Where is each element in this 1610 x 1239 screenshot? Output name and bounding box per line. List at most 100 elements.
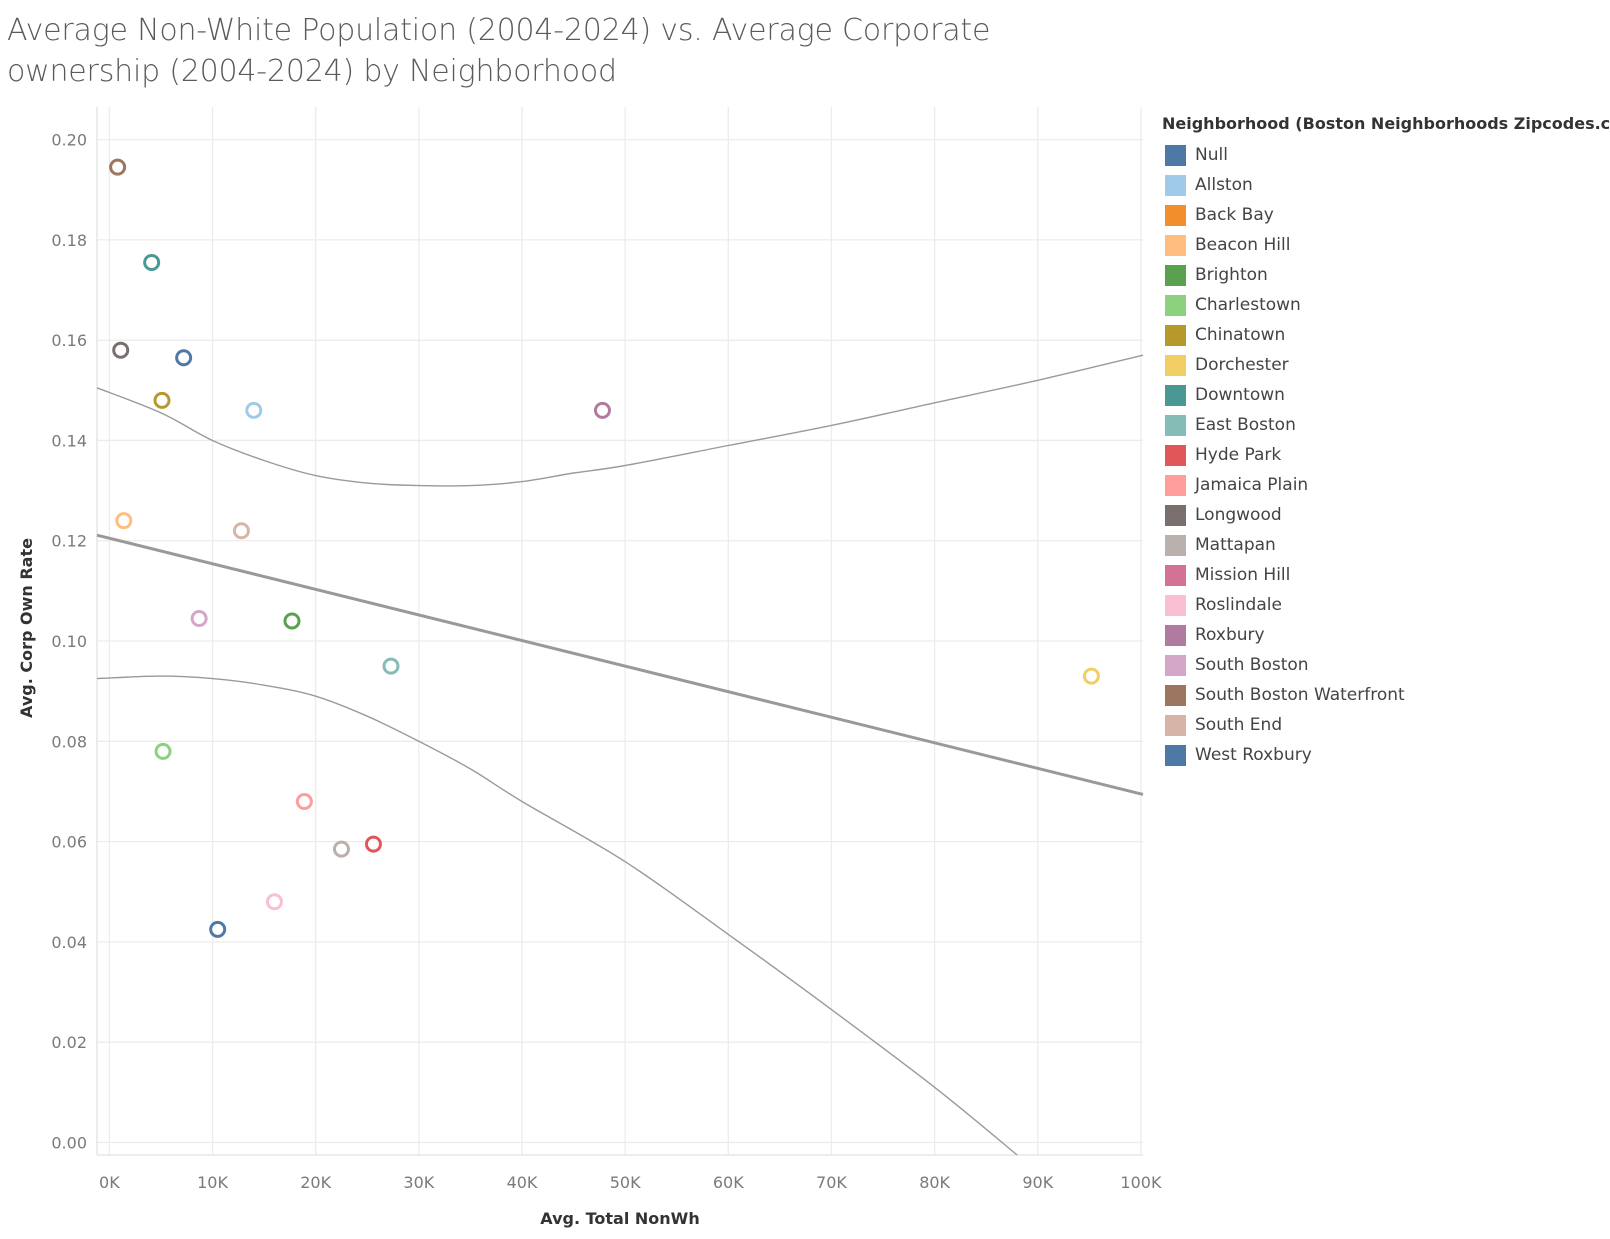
data-point <box>154 742 172 760</box>
legend-label: Downtown <box>1195 385 1285 405</box>
legend-label: Allston <box>1195 175 1253 195</box>
legend-swatch <box>1165 384 1186 406</box>
data-point <box>112 341 130 359</box>
data-point <box>332 840 350 858</box>
data-point <box>190 609 208 627</box>
confidence-band <box>96 354 1144 1156</box>
y-tick-label: 0.16 <box>51 331 87 350</box>
y-tick-label: 0.12 <box>51 532 87 551</box>
x-tick-label: 50K <box>610 1173 641 1192</box>
legend-swatch <box>1165 414 1186 436</box>
legend-item[interactable]: West Roxbury <box>1165 740 1405 770</box>
legend-item[interactable]: South Boston Waterfront <box>1165 680 1405 710</box>
legend-swatch <box>1165 654 1186 676</box>
legend-item[interactable]: Dorchester <box>1165 350 1405 380</box>
y-tick-label: 0.08 <box>51 732 87 751</box>
x-axis-title: Avg. Total NonWh <box>540 1209 699 1228</box>
legend-label: Jamaica Plain <box>1195 475 1309 495</box>
x-tick-label: 60K <box>713 1173 744 1192</box>
legend-label: Longwood <box>1195 505 1282 525</box>
legend-label: West Roxbury <box>1195 745 1312 765</box>
legend-item[interactable]: Jamaica Plain <box>1165 470 1405 500</box>
legend-label: East Boston <box>1195 415 1296 435</box>
legend-swatch <box>1165 624 1186 646</box>
legend-swatch <box>1165 744 1186 766</box>
data-point <box>245 401 263 419</box>
legend-item[interactable]: Beacon Hill <box>1165 230 1405 260</box>
legend-item[interactable]: East Boston <box>1165 410 1405 440</box>
legend-label: Beacon Hill <box>1195 235 1291 255</box>
legend-item[interactable]: South End <box>1165 710 1405 740</box>
legend-item[interactable]: Chinatown <box>1165 320 1405 350</box>
y-tick-label: 0.18 <box>51 231 87 250</box>
x-tick-label: 90K <box>1022 1173 1053 1192</box>
x-tick-labels: 0K 10K 20K 30K 40K 50K 60K 70K 80K 90K 100K <box>99 1173 1162 1192</box>
data-point <box>232 522 250 540</box>
chart-title: Average Non-White Population (2004-2024)… <box>7 13 991 89</box>
y-axis-title: Avg. Corp Own Rate <box>17 538 36 718</box>
legend-item[interactable]: Longwood <box>1165 500 1405 530</box>
legend-item[interactable]: Null <box>1165 140 1405 170</box>
legend-swatch <box>1165 684 1186 706</box>
legend-label: Brighton <box>1195 265 1268 285</box>
legend-label: South Boston <box>1195 655 1309 675</box>
y-tick-label: 0.06 <box>51 833 87 852</box>
data-points <box>109 158 1100 938</box>
legend-label: South End <box>1195 715 1283 735</box>
legend-item[interactable]: Roxbury <box>1165 620 1405 650</box>
legend: Null Allston Back Bay Beacon Hill Brighton Ch… <box>1165 140 1405 770</box>
legend-item[interactable]: Charlestown <box>1165 290 1405 320</box>
legend-item[interactable]: Mission Hill <box>1165 560 1405 590</box>
data-point <box>593 401 611 419</box>
data-point <box>1082 667 1100 685</box>
x-tick-label: 100K <box>1120 1173 1162 1192</box>
legend-swatch <box>1165 564 1186 586</box>
data-point <box>143 253 161 271</box>
legend-swatch <box>1165 444 1186 466</box>
confidence-band-lower <box>96 675 1018 1156</box>
data-point <box>283 612 301 630</box>
legend-label: Back Bay <box>1195 205 1274 225</box>
x-tick-label: 70K <box>816 1173 847 1192</box>
data-point <box>364 835 382 853</box>
y-tick-labels: 0.00 0.02 0.04 0.06 0.08 0.10 0.12 0.14 0.16 0.18… <box>51 131 87 1153</box>
legend-label: Dorchester <box>1195 355 1289 375</box>
legend-item[interactable]: Brighton <box>1165 260 1405 290</box>
confidence-band-upper <box>96 354 1144 487</box>
legend-item[interactable]: Roslindale <box>1165 590 1405 620</box>
legend-swatch <box>1165 714 1186 736</box>
grid-lines <box>96 107 1143 1156</box>
data-point <box>295 792 313 810</box>
trend-line <box>96 533 1144 796</box>
x-tick-label: 20K <box>300 1173 331 1192</box>
legend-label: Null <box>1195 145 1228 165</box>
data-point <box>109 158 127 176</box>
data-point <box>153 391 171 409</box>
legend-swatch <box>1165 354 1186 376</box>
x-tick-label: 10K <box>197 1173 228 1192</box>
legend-label: Mission Hill <box>1195 565 1291 585</box>
data-point <box>382 657 400 675</box>
legend-item[interactable]: Mattapan <box>1165 530 1405 560</box>
legend-label: Chinatown <box>1195 325 1286 345</box>
legend-item[interactable]: Back Bay <box>1165 200 1405 230</box>
legend-item[interactable]: Downtown <box>1165 380 1405 410</box>
y-tick-label: 0.04 <box>51 933 87 952</box>
legend-swatch <box>1165 324 1186 346</box>
y-tick-label: 0.10 <box>51 632 87 651</box>
legend-title: Neighborhood (Boston Neighborhoods Zipco… <box>1162 114 1610 133</box>
data-point <box>115 512 133 530</box>
legend-swatch <box>1165 264 1186 286</box>
legend-swatch <box>1165 204 1186 226</box>
data-point <box>265 893 283 911</box>
trend-line-group <box>96 533 1144 796</box>
legend-label: Hyde Park <box>1195 445 1282 465</box>
legend-swatch <box>1165 144 1186 166</box>
legend-item[interactable]: South Boston <box>1165 650 1405 680</box>
y-tick-label: 0.00 <box>51 1133 87 1152</box>
legend-item[interactable]: Allston <box>1165 170 1405 200</box>
legend-swatch <box>1165 534 1186 556</box>
y-tick-label: 0.02 <box>51 1033 87 1052</box>
legend-item[interactable]: Hyde Park <box>1165 440 1405 470</box>
